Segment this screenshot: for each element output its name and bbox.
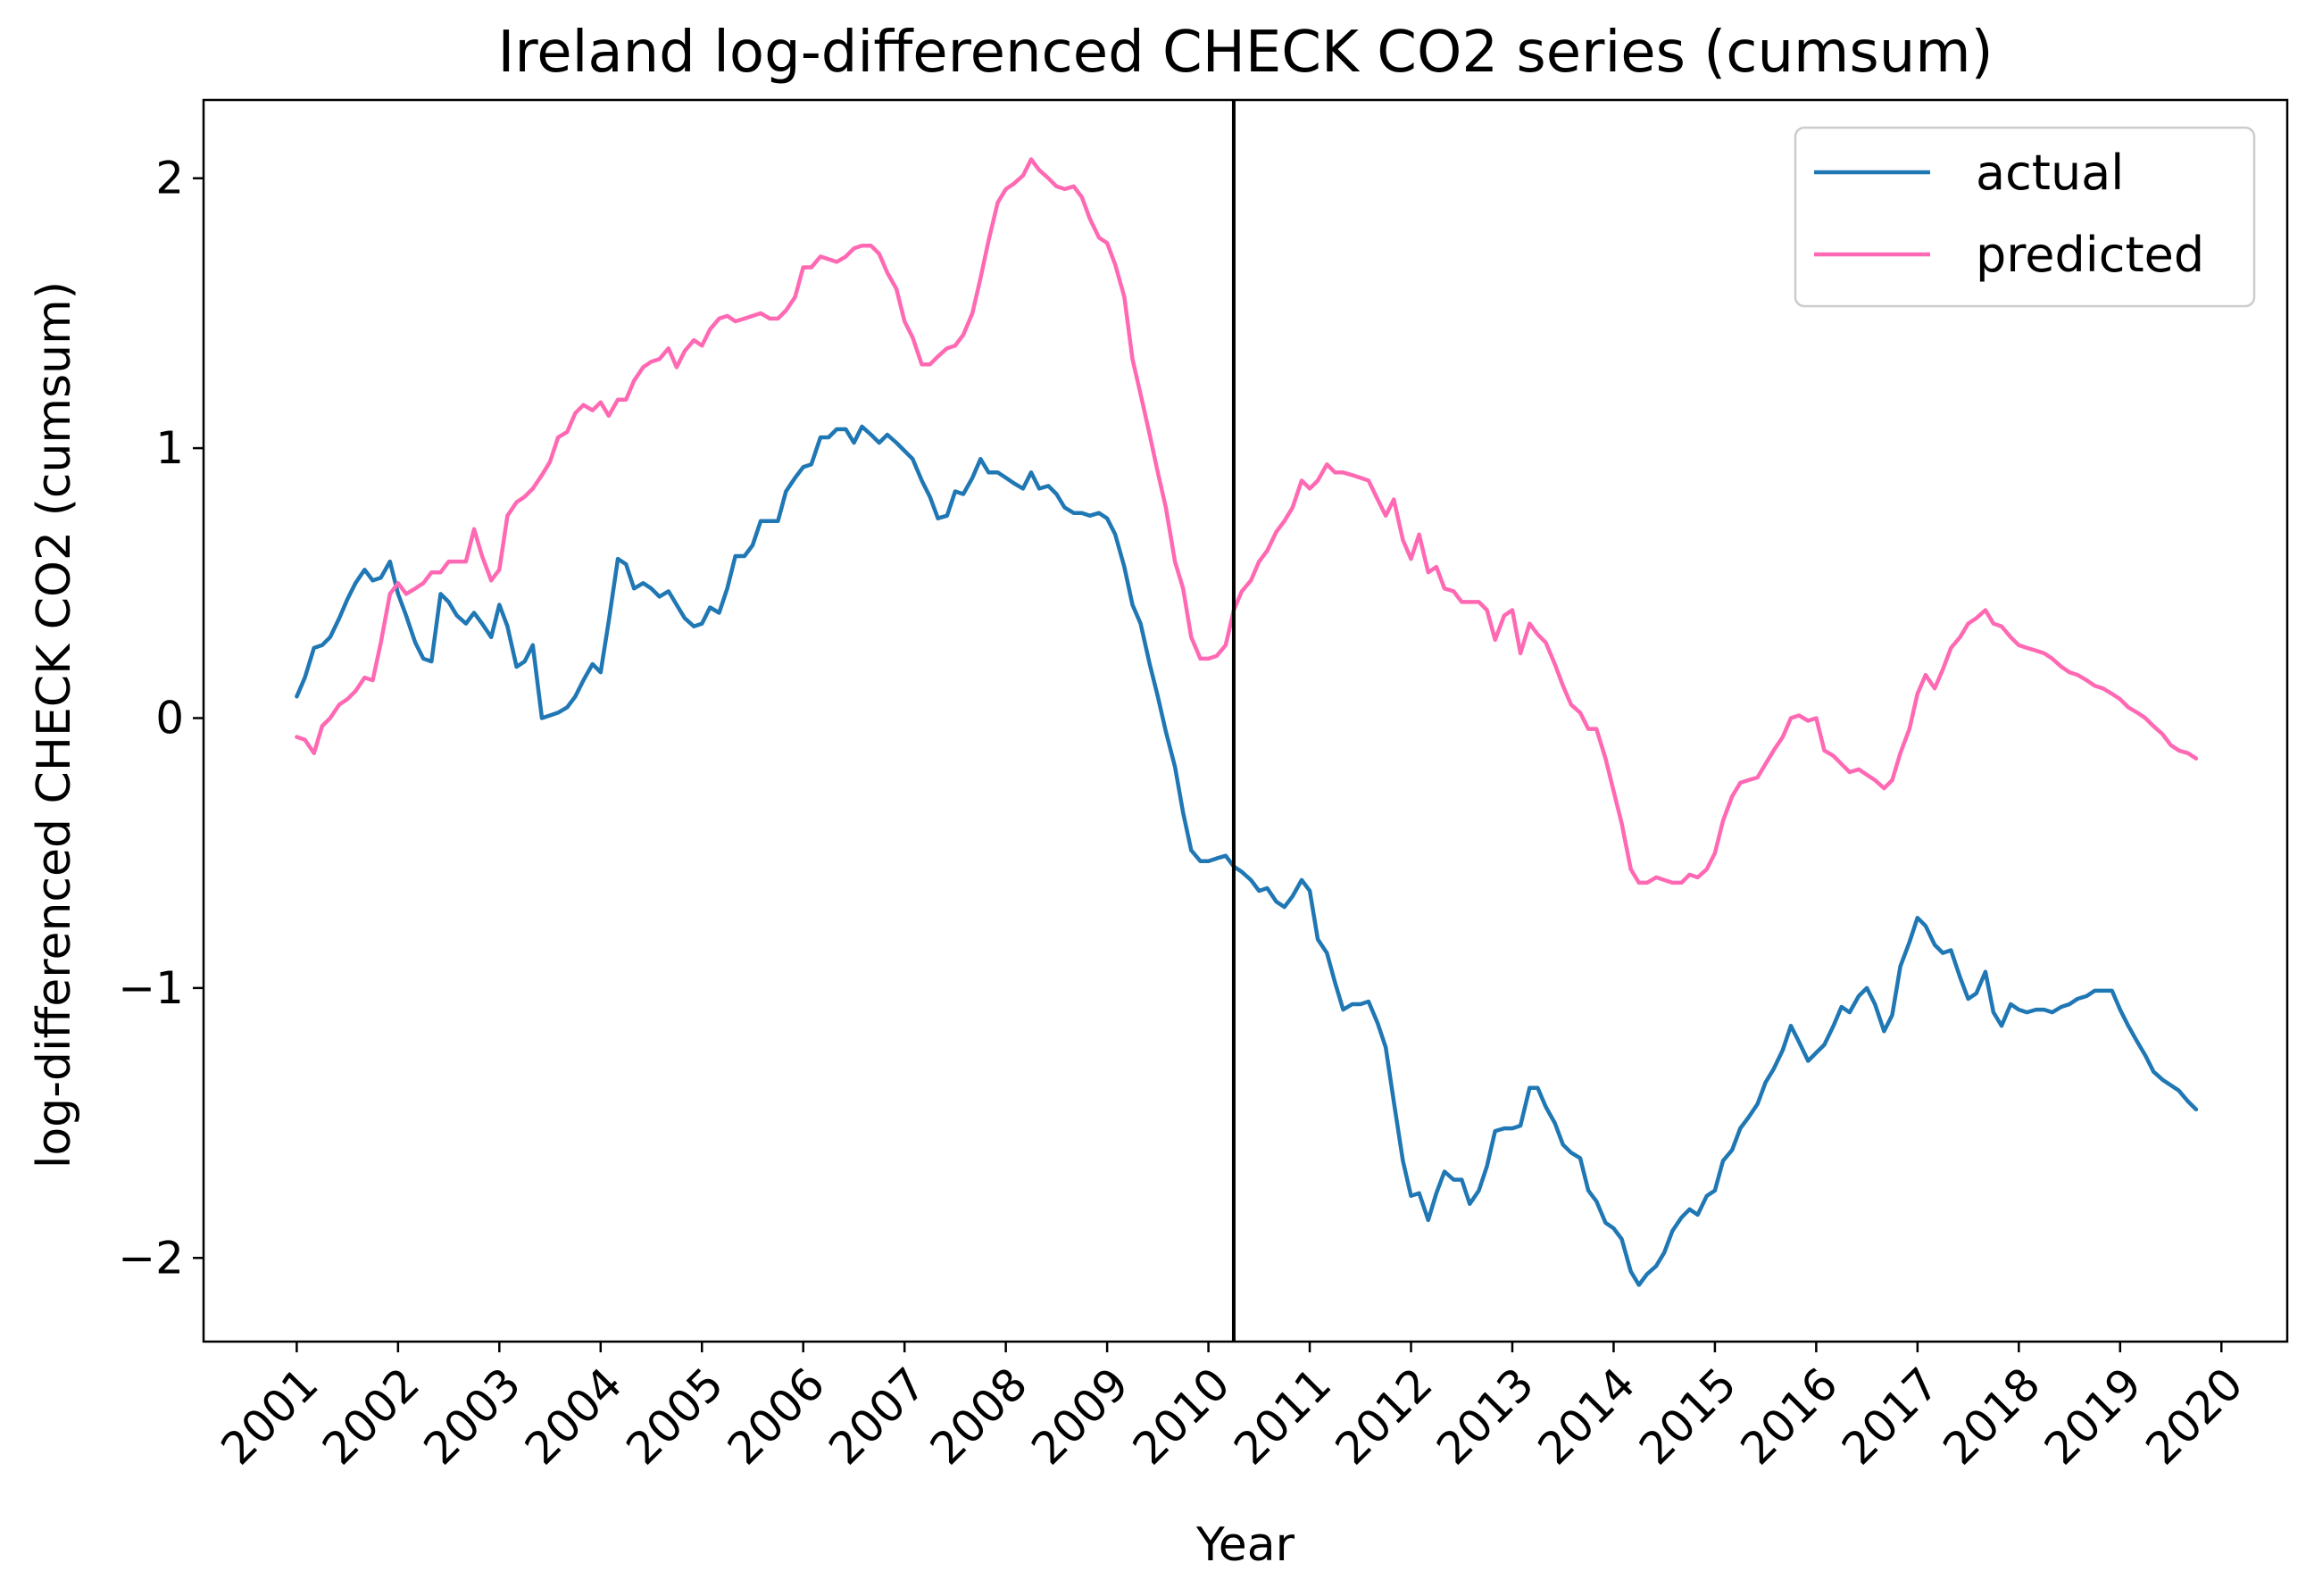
y-tick-label: −2 [118, 1232, 184, 1284]
plot-area-frame [202, 98, 2289, 1343]
series-line-predicted [295, 157, 2199, 885]
x-axis-label: Year [1195, 1518, 1295, 1572]
y-tick-label: 2 [155, 153, 184, 204]
y-axis-ticks: −2 −1 0 1 2 [118, 153, 204, 1284]
legend-label-actual: actual [1976, 145, 2124, 201]
chart-title: Ireland log-differenced CHECK CO2 series… [497, 20, 1993, 86]
y-tick-label: 1 [155, 422, 184, 474]
legend: actual predicted [1794, 126, 2256, 308]
series-line-actual [295, 424, 2199, 1287]
y-tick-label: −1 [118, 962, 184, 1014]
y-tick-label: 0 [155, 692, 184, 744]
legend-label-predicted: predicted [1976, 227, 2204, 283]
y-axis-label: log-differenced CHECK CO2 (cumsum) [28, 281, 81, 1168]
plot-series [295, 157, 2199, 1287]
